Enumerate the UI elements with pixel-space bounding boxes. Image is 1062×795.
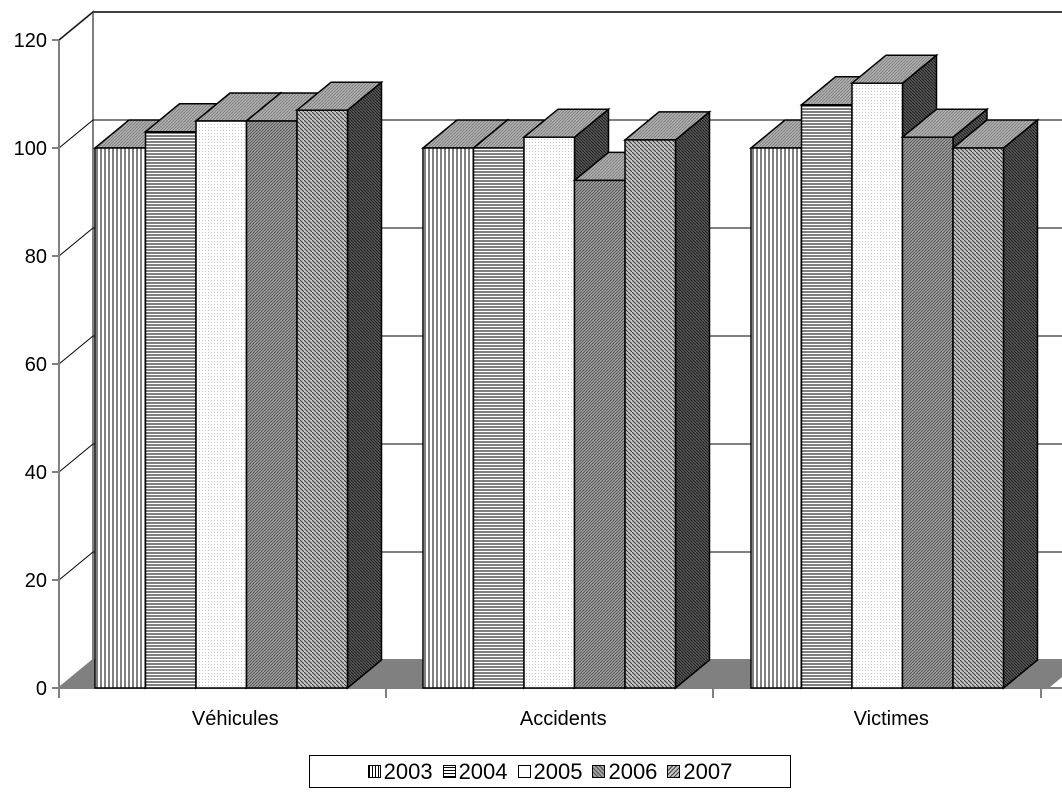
bar-side xyxy=(1002,118,1039,690)
x-label-Accidents: Accidents xyxy=(520,708,607,730)
y-tick-label: 80 xyxy=(25,246,47,268)
y-tick-label: 100 xyxy=(14,138,47,160)
bar-side xyxy=(346,80,383,690)
bar-front xyxy=(901,136,954,689)
bar-front xyxy=(94,147,147,689)
bar-front xyxy=(296,109,349,689)
y-tick-label: 20 xyxy=(25,570,47,592)
bar-front xyxy=(472,147,525,689)
bar-Victimes-2007 xyxy=(950,118,1040,690)
x-label-Victimes: Victimes xyxy=(854,708,929,730)
y-tick-label: 120 xyxy=(14,30,47,52)
legend-label-2007: 2007 xyxy=(683,758,733,784)
gridline-side xyxy=(58,551,94,581)
bar-front xyxy=(245,120,298,689)
legend-swatch-2004 xyxy=(442,765,456,778)
bar-front xyxy=(195,120,248,689)
x-label-Véhicules: Véhicules xyxy=(192,708,279,730)
bar-front xyxy=(573,179,626,689)
legend-item-2004: 2004 xyxy=(442,758,508,784)
bar-side xyxy=(674,110,711,690)
gridline-side xyxy=(58,119,94,149)
legend-label-2006: 2006 xyxy=(608,758,658,784)
legend-item-2003: 2003 xyxy=(367,758,433,784)
legend-item-2005: 2005 xyxy=(517,758,583,784)
bar-front xyxy=(952,147,1005,689)
bars-layer xyxy=(92,53,1040,690)
bar-front xyxy=(422,147,475,689)
bar-front xyxy=(624,139,677,689)
gridline-side xyxy=(58,11,94,41)
gridline-side xyxy=(58,335,94,365)
legend-label-2005: 2005 xyxy=(533,758,583,784)
legend-item-2007: 2007 xyxy=(667,758,733,784)
legend-swatch-2007 xyxy=(667,765,681,778)
legend-swatch-2003 xyxy=(367,765,381,778)
bar-front xyxy=(144,131,197,689)
legend-item-2006: 2006 xyxy=(592,758,658,784)
bar-Accidents-2007 xyxy=(622,110,712,690)
bar-front xyxy=(851,82,904,689)
legend: 2003 2004 2005 2006 2007 xyxy=(309,755,791,788)
bar-Véhicules-2007 xyxy=(294,80,384,690)
gridline-side xyxy=(58,443,94,473)
x-axis-labels: Véhicules Accidents Victimes xyxy=(58,688,1042,730)
bar-front xyxy=(800,104,853,689)
bar-front xyxy=(523,136,576,689)
bar-front xyxy=(750,147,803,689)
legend-label-2004: 2004 xyxy=(458,758,508,784)
gridline-side xyxy=(58,227,94,257)
y-tick-label: 40 xyxy=(25,462,47,484)
legend-swatch-2006 xyxy=(592,765,606,778)
y-tick-label: 60 xyxy=(25,354,47,376)
y-tick-label: 0 xyxy=(36,678,47,700)
legend-swatch-2005 xyxy=(517,765,531,778)
legend-label-2003: 2003 xyxy=(383,758,433,784)
